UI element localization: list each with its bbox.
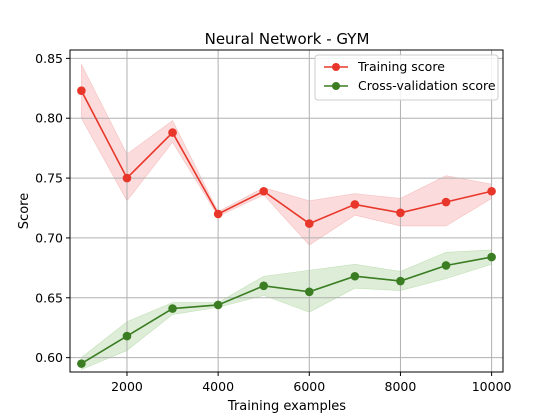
y-tick-label-2: 0.70 (35, 230, 63, 245)
y-tick-label-0: 0.60 (35, 350, 63, 365)
point-series-0-5 (304, 219, 314, 228)
x-tick-label-3: 8000 (385, 379, 417, 394)
x-axis-ticks: 2000 4000 6000 8000 10000 (111, 372, 512, 394)
chart-title: Neural Network - GYM (205, 30, 370, 48)
x-tick-label-0: 2000 (111, 379, 143, 394)
point-series-1-4 (259, 281, 269, 291)
y-tick-label-3: 0.75 (35, 171, 63, 186)
point-series-0-2 (168, 128, 177, 137)
grid-lines (70, 50, 503, 372)
line-series-1 (80, 256, 492, 365)
series-lines (80, 90, 492, 365)
plot-frame (69, 49, 504, 373)
legend-marker-cross-validation (332, 82, 340, 90)
y-tick-label-4: 0.80 (35, 111, 63, 126)
point-series-1-1 (122, 331, 132, 341)
point-series-1-6 (350, 271, 360, 281)
point-series-0-1 (122, 173, 132, 183)
point-series-1-7 (396, 276, 405, 286)
point-series-0-7 (396, 208, 405, 218)
x-tick-label-1: 4000 (202, 379, 234, 394)
band-series-1 (81, 249, 492, 371)
confidence-bands (81, 64, 492, 371)
point-series-0-4 (259, 186, 269, 196)
series-markers (77, 86, 496, 368)
y-axis-label: Score (17, 193, 32, 229)
legend-label-training: Training score (357, 59, 445, 74)
point-series-0-8 (441, 197, 451, 207)
point-series-0-0 (77, 86, 86, 95)
line-series-0 (80, 90, 492, 225)
point-series-0-3 (213, 209, 223, 219)
y-axis-ticks: 0.60 0.65 0.70 0.75 0.80 0.85 (35, 51, 70, 365)
legend-box (314, 54, 499, 101)
x-tick-label-4: 10000 (472, 379, 512, 394)
point-series-0-6 (350, 200, 360, 209)
x-tick-label-2: 6000 (293, 379, 325, 394)
y-tick-label-1: 0.65 (35, 290, 63, 305)
y-tick-label-5: 0.85 (35, 51, 63, 66)
point-series-1-2 (168, 304, 177, 313)
point-series-1-5 (304, 287, 314, 297)
legend: Training score Cross-validation score (314, 54, 499, 101)
legend-marker-training (332, 63, 340, 71)
legend-label-cross-validation: Cross-validation score (358, 78, 496, 93)
point-series-0-9 (487, 186, 496, 196)
point-series-1-8 (441, 261, 451, 270)
point-series-1-0 (77, 359, 86, 368)
point-series-1-9 (487, 252, 496, 262)
x-axis-label: Training examples (227, 399, 346, 414)
point-series-1-3 (213, 300, 223, 310)
